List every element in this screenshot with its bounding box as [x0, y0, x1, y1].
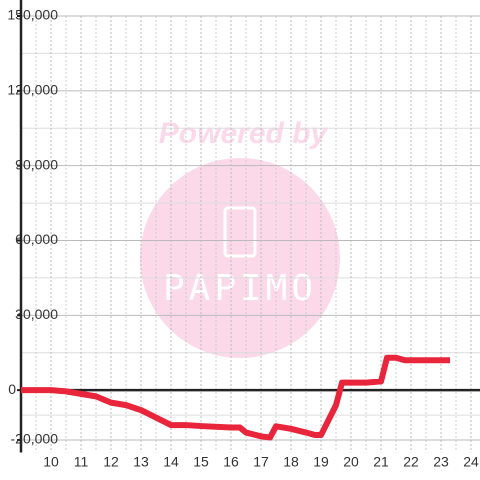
x-tick-label: 10: [43, 454, 59, 470]
x-tick-label: 16: [223, 454, 239, 470]
x-tick-label: 12: [103, 454, 119, 470]
y-tick-label: 90,000: [15, 156, 58, 172]
y-tick-label: 120,000: [7, 82, 58, 98]
data-line: [21, 354, 450, 441]
y-tick-label: 60,000: [15, 231, 58, 247]
watermark: Powered by PAPIMO: [140, 117, 340, 358]
x-tick-label: 21: [373, 454, 389, 470]
x-tick-label: 19: [313, 454, 329, 470]
watermark-logo: PAPIMO: [163, 268, 317, 309]
y-tick-label: 150,000: [7, 7, 58, 23]
watermark-text: Powered by: [159, 117, 329, 150]
x-tick-label: 23: [433, 454, 449, 470]
x-tick-label: 14: [163, 454, 179, 470]
y-tick-label: 30,000: [15, 306, 58, 322]
watermark-icon: [223, 206, 257, 258]
watermark-circle: [140, 158, 340, 358]
y-tick-label: -20,000: [11, 431, 59, 447]
x-tick-label: 15: [193, 454, 209, 470]
x-tick-label: 11: [74, 454, 89, 470]
grid: [21, 16, 480, 453]
x-tick-label: 24: [463, 454, 479, 470]
x-tick-label: 17: [253, 454, 269, 470]
x-tick-label: 20: [343, 454, 359, 470]
x-tick-label: 18: [283, 454, 299, 470]
x-tick-label: 13: [133, 454, 149, 470]
x-tick-label: 22: [403, 454, 419, 470]
y-tick-label: 0: [8, 381, 16, 397]
